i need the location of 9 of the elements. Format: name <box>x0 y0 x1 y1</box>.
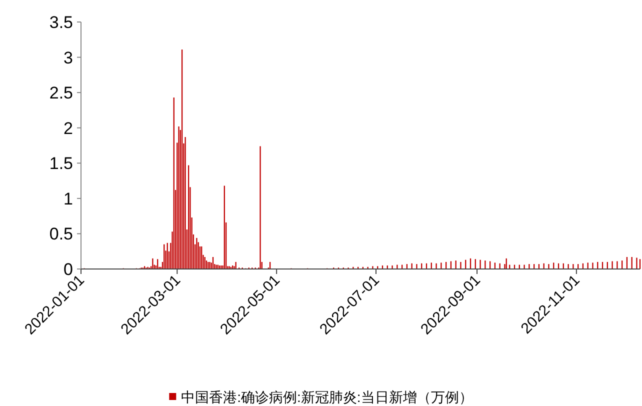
y-tick-label: 1.5 <box>49 154 73 174</box>
y-tick-label: 3.5 <box>49 13 73 32</box>
y-tick-label: 1 <box>64 189 73 208</box>
y-tick-label: 0.5 <box>49 224 73 244</box>
y-tick-label: 3 <box>64 48 73 68</box>
y-tick-label: 2.5 <box>49 84 73 103</box>
y-tick-label: 0 <box>64 260 73 279</box>
y-tick-label: 2 <box>64 118 73 138</box>
legend-label: 中国香港:确诊病例:新冠肺炎:当日新增（万例） <box>181 389 473 405</box>
